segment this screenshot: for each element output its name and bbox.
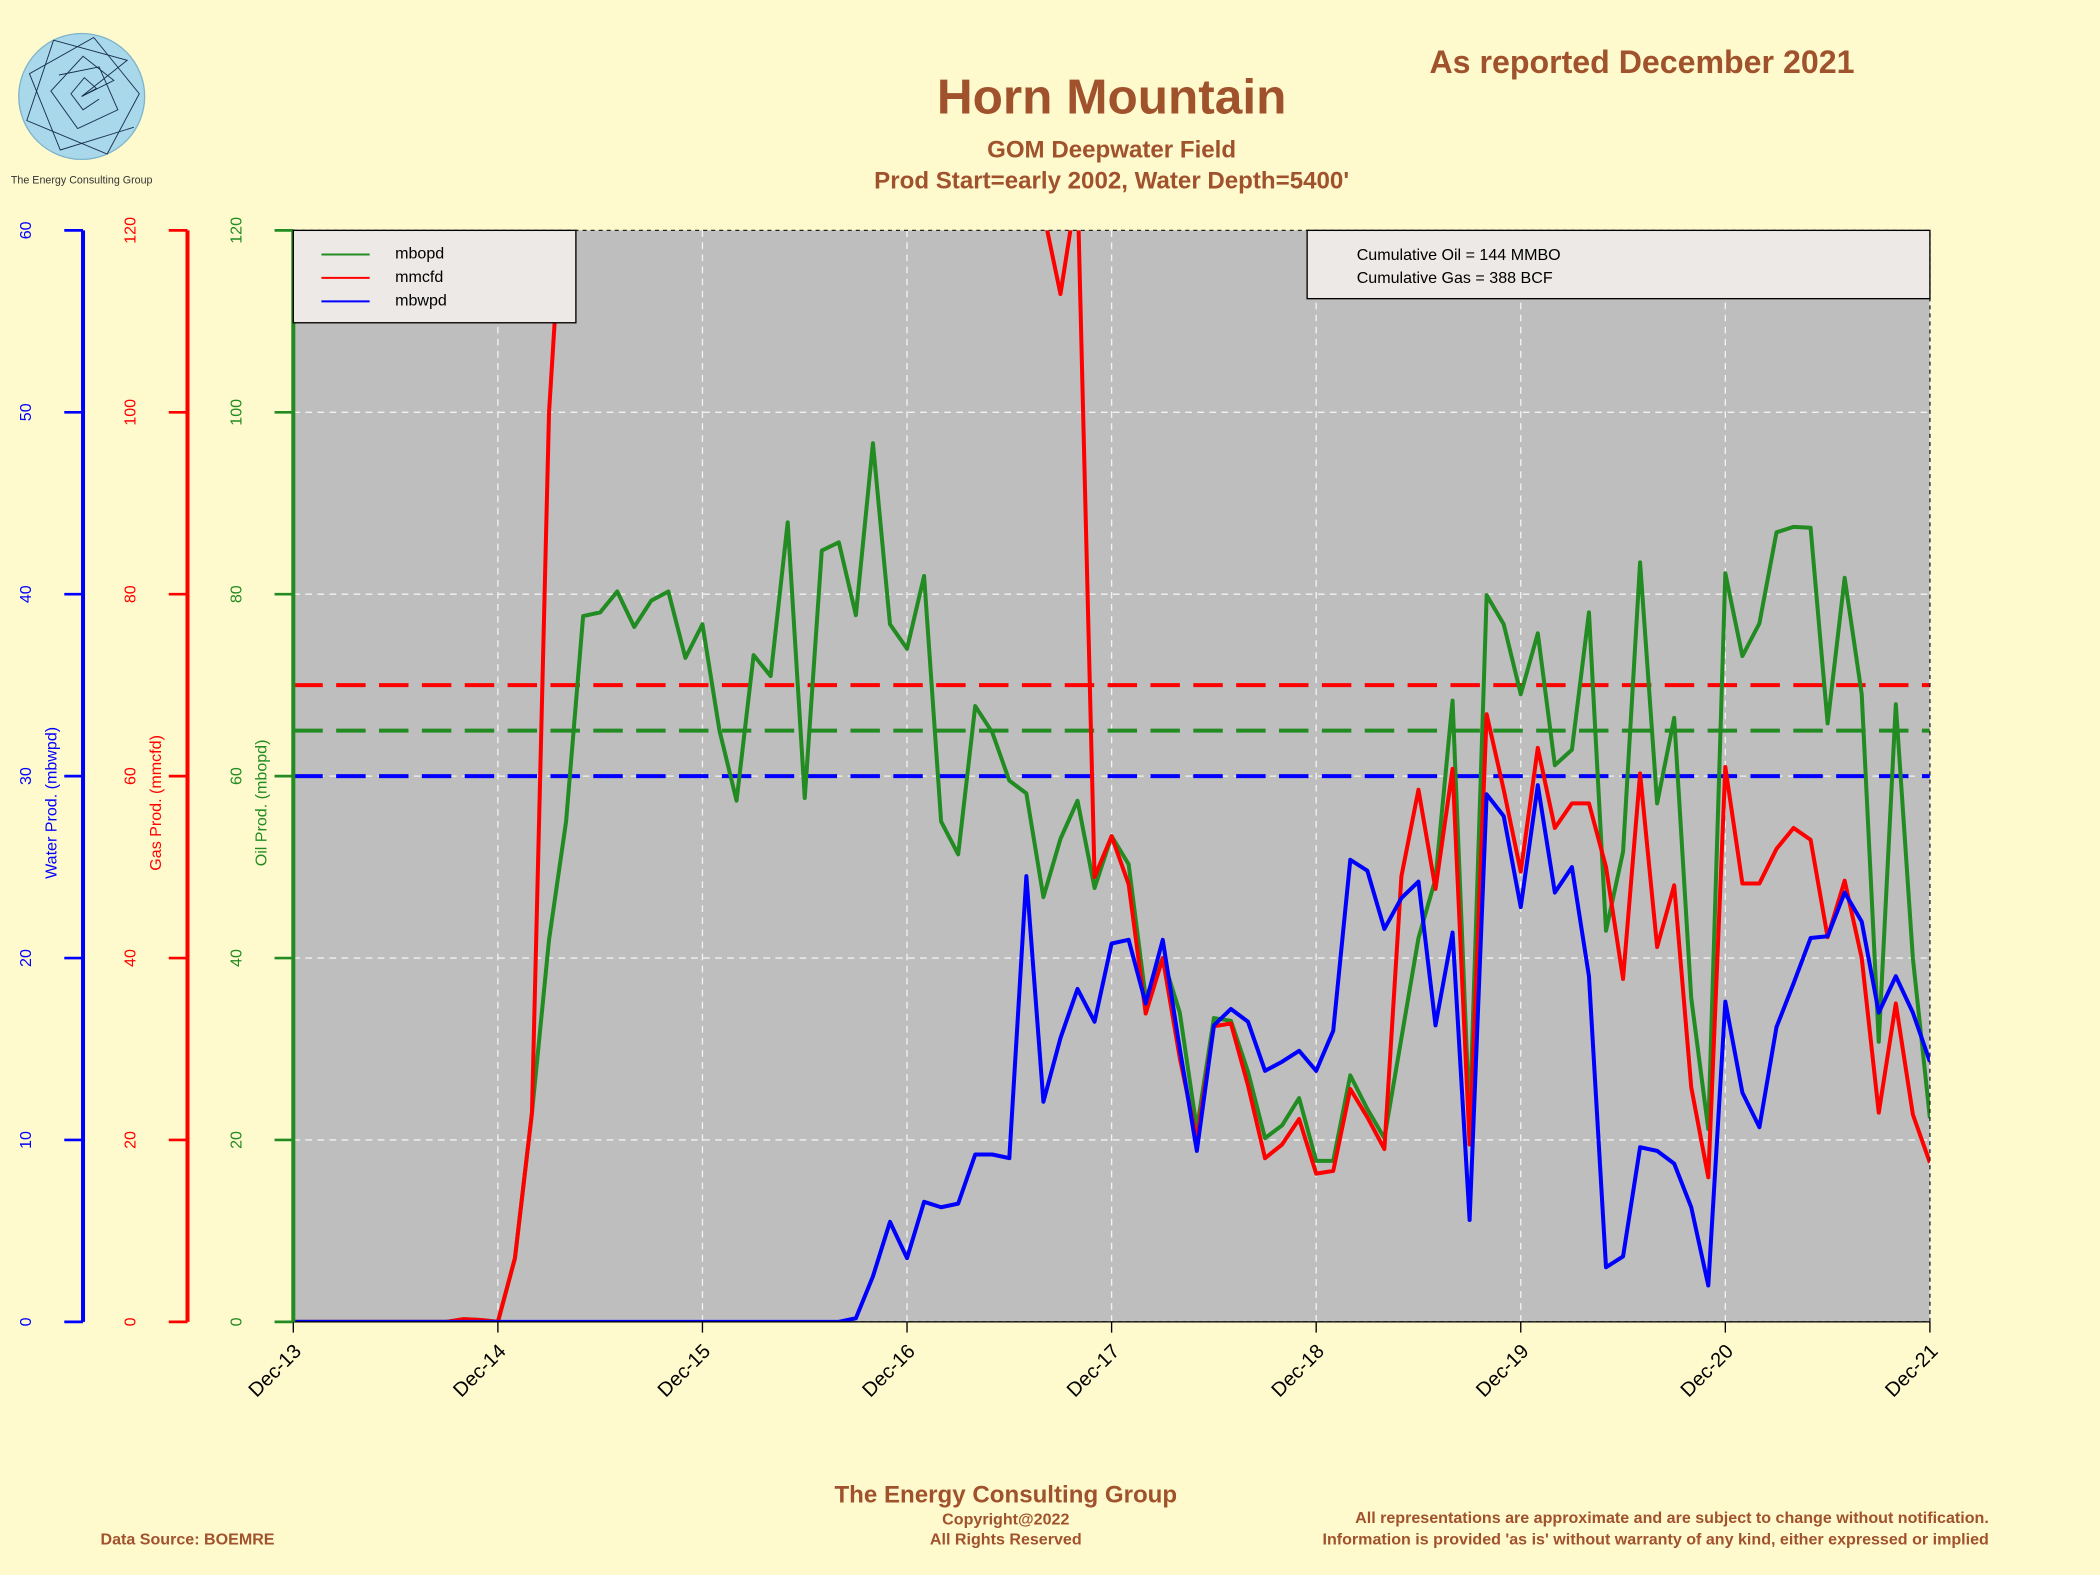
y-tick-label: 40 <box>17 585 35 603</box>
logo: The Energy Consulting Group <box>11 32 153 187</box>
logo-text: The Energy Consulting Group <box>11 175 153 187</box>
y-tick-label: 60 <box>227 767 245 785</box>
y-tick-label: 80 <box>227 585 245 603</box>
y-axis-label: Oil Prod. (mbopd) <box>253 740 271 867</box>
y-tick-label: 40 <box>122 949 140 967</box>
data-source: Data Source: BOEMRE <box>100 1530 274 1548</box>
y-tick-label: 120 <box>122 217 140 244</box>
series-lines <box>293 230 1930 1322</box>
annotation: Cumulative Oil = 144 MMBO <box>1357 246 1561 264</box>
y-tick-label: 20 <box>17 949 35 967</box>
footer-copyright: Copyright@2022 <box>942 1510 1069 1528</box>
annotation: Cumulative Gas = 388 BCF <box>1357 269 1553 287</box>
subtitle: Prod Start=early 2002, Water Depth=5400' <box>874 168 1349 195</box>
y-tick-label: 20 <box>122 1131 140 1149</box>
y-tick-label: 120 <box>227 217 245 244</box>
annotation-frame <box>1306 229 1931 300</box>
y-tick-label: 50 <box>17 403 35 421</box>
y-tick-label: 60 <box>122 767 140 785</box>
footer-company: The Energy Consulting Group <box>834 1481 1177 1508</box>
y-tick-label: 10 <box>17 1131 35 1149</box>
y-tick-label: 60 <box>17 221 35 239</box>
y-tick-label: 0 <box>227 1317 245 1326</box>
logo-spiral <box>26 36 140 155</box>
series-line <box>293 230 1930 1322</box>
y-tick-label: 0 <box>122 1317 140 1326</box>
annotation-box: Cumulative Oil = 144 MMBO Cumulative Gas… <box>1306 229 1931 300</box>
y-axis-label: Gas Prod. (mmcfd) <box>147 735 165 871</box>
legend-label: mmcfd <box>395 268 443 286</box>
disclaimer: Information is provided 'as is' without … <box>1322 1530 1988 1548</box>
disclaimer: All representations are approximate and … <box>1355 1509 1989 1527</box>
legend: mbopd mmcfd mbwpd <box>292 229 577 324</box>
y-tick-label: 80 <box>122 585 140 603</box>
footer-rights: All Rights Reserved <box>930 1530 1082 1548</box>
subtitle: GOM Deepwater Field <box>987 137 1236 164</box>
chart-title: Horn Mountain <box>937 69 1287 125</box>
y-tick-label: 20 <box>227 1131 245 1149</box>
y-tick-label: 30 <box>17 767 35 785</box>
legend-label: mbopd <box>395 245 444 263</box>
y-tick-label: 100 <box>227 399 245 426</box>
legend-box <box>292 229 577 324</box>
reported-date: As reported December 2021 <box>1429 44 1854 80</box>
series-line <box>293 783 1930 1322</box>
legend-label: mbwpd <box>395 292 447 310</box>
y-tick-label: 100 <box>122 399 140 426</box>
y-tick-label: 0 <box>17 1317 35 1326</box>
y-axis-label: Water Prod. (mbwpd) <box>42 727 60 879</box>
y-tick-label: 40 <box>227 949 245 967</box>
